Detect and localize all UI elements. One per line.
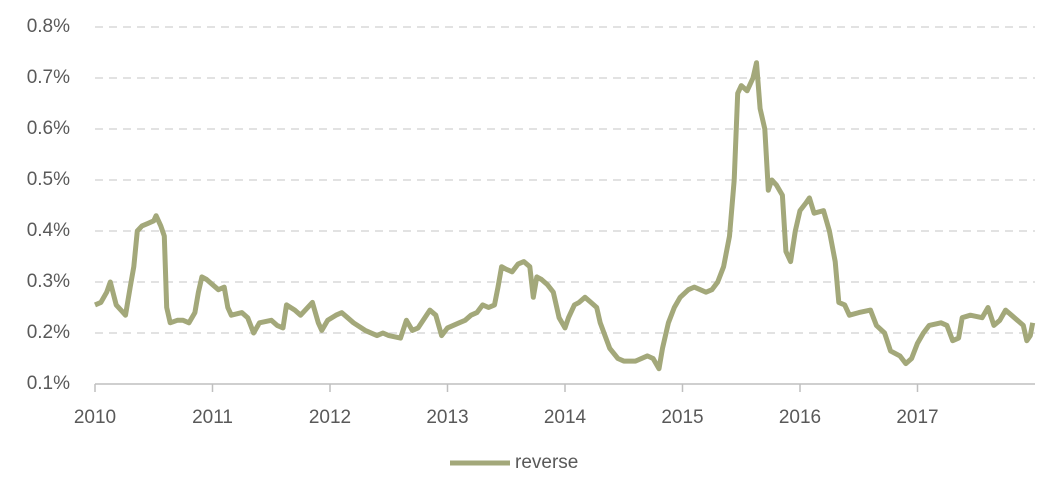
x-tick-label: 2011: [192, 407, 233, 428]
x-tick-label: 2014: [544, 407, 587, 428]
y-tick-label: 0.4%: [27, 220, 70, 241]
y-tick-label: 0.6%: [27, 118, 70, 139]
x-tick-label: 2017: [896, 407, 938, 428]
series-line: [94, 60, 1036, 372]
x-tick-label: 2012: [309, 407, 351, 428]
x-tick-label: 2016: [779, 407, 821, 428]
x-tick-label: 2015: [661, 407, 703, 428]
x-tick-label: 2010: [74, 407, 116, 428]
y-tick-label: 0.3%: [27, 271, 70, 292]
y-tick-label: 0.5%: [27, 169, 70, 190]
y-tick-label: 0.2%: [27, 322, 70, 343]
legend-label: reverse: [515, 452, 578, 473]
y-tick-label: 0.7%: [27, 67, 70, 88]
x-tick-label: 2013: [426, 407, 468, 428]
y-tick-label: 0.8%: [27, 16, 70, 37]
y-tick-label: 0.1%: [27, 373, 70, 394]
